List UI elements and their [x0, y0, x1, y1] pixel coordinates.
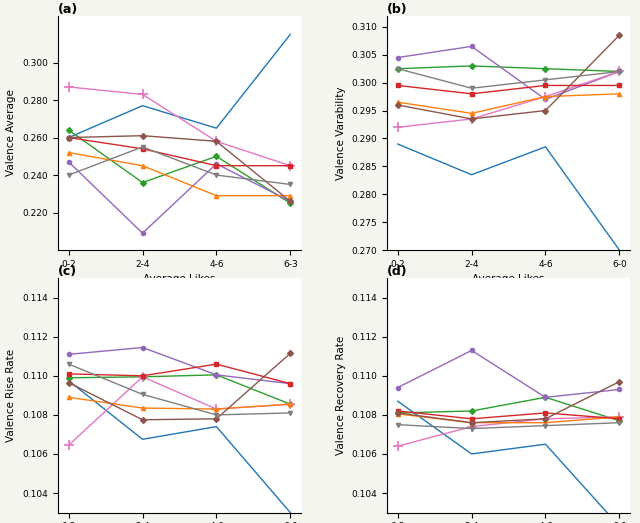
Y-axis label: Valence Recovery Rate: Valence Recovery Rate — [335, 336, 346, 455]
X-axis label: Average Likes: Average Likes — [472, 275, 545, 285]
X-axis label: Average Likes: Average Likes — [143, 275, 216, 285]
Text: (b): (b) — [387, 3, 407, 16]
Legend: Control, Bipolar, MDD, PPD, ADHD, Depression, OCD, PTSD: Control, Bipolar, MDD, PPD, ADHD, Depres… — [399, 320, 618, 343]
Text: (c): (c) — [58, 265, 77, 278]
Y-axis label: Valence Rise Rate: Valence Rise Rate — [6, 349, 17, 442]
Legend: Control, Bipolar, MDD, PPD, ADHD, Depression, OCD, PTSD: Control, Bipolar, MDD, PPD, ADHD, Depres… — [70, 320, 289, 343]
Y-axis label: Valence Average: Valence Average — [6, 89, 17, 176]
Text: (d): (d) — [387, 265, 407, 278]
Y-axis label: Valence Varability: Valence Varability — [335, 86, 346, 179]
Text: (a): (a) — [58, 3, 78, 16]
